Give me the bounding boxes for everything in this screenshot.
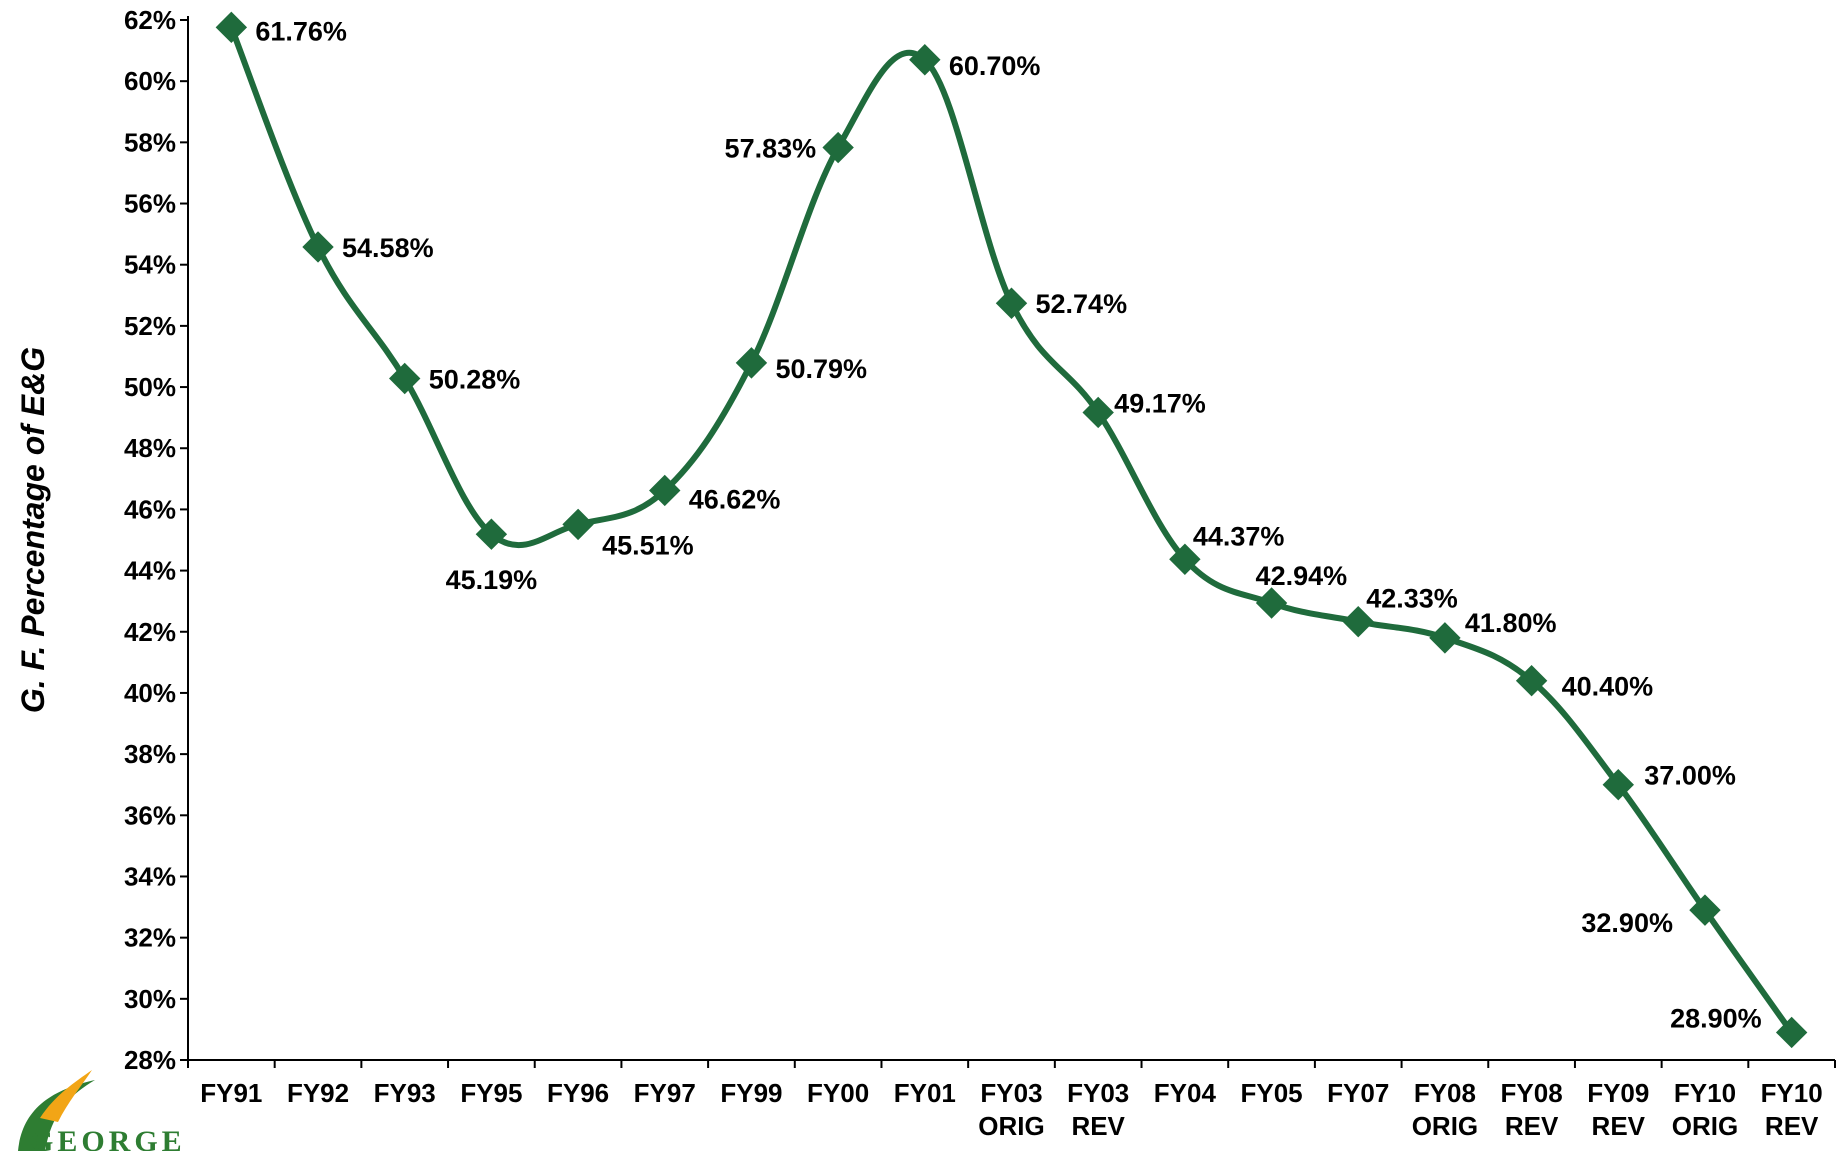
y-tick-label: 56%: [124, 189, 176, 219]
x-tick-label: FY09 REV: [1587, 1078, 1649, 1141]
x-tick-label: FY10 ORIG: [1672, 1078, 1738, 1141]
data-label: 50.79%: [775, 354, 867, 384]
x-tick-label: FY95: [460, 1078, 522, 1108]
y-tick-label: 40%: [124, 678, 176, 708]
y-axis: 28% 30% 32% 34% 36% 38% 40% 42% 44% 46% 48% 50% 52% 5…: [124, 5, 189, 1075]
data-markers: [215, 11, 1808, 1049]
data-label: 50.28%: [429, 364, 521, 394]
data-label: 41.80%: [1465, 608, 1557, 638]
data-point-marker: [389, 362, 421, 395]
data-point-marker: [1342, 605, 1374, 638]
x-tick-label: FY08 ORIG: [1412, 1078, 1478, 1141]
y-tick-label: 34%: [124, 861, 176, 891]
data-label: 54.58%: [342, 233, 434, 263]
data-label: 28.90%: [1670, 1003, 1762, 1033]
data-label: 40.40%: [1562, 672, 1654, 702]
y-tick-label: 46%: [124, 494, 176, 524]
data-label: 42.33%: [1366, 584, 1458, 614]
data-point-marker: [1429, 622, 1461, 654]
y-tick-label: 32%: [124, 923, 176, 953]
data-label: 44.37%: [1193, 521, 1285, 551]
y-tick-label: 60%: [124, 66, 176, 96]
data-point-marker: [1689, 894, 1721, 926]
y-tick-label: 44%: [124, 556, 176, 586]
y-tick-label: 48%: [124, 433, 176, 463]
x-tick-label: FY10 REV: [1761, 1078, 1823, 1141]
y-tick-label: 42%: [124, 617, 176, 647]
data-labels: 61.76% 54.58% 50.28% 45.19% 45.51% 46.62% 50.7…: [255, 16, 1761, 1033]
y-tick-label: 58%: [124, 127, 176, 157]
data-label: 42.94%: [1256, 561, 1348, 591]
data-point-marker: [1515, 664, 1548, 697]
x-tick-label: FY03 ORIG: [978, 1078, 1044, 1141]
x-tick-label: FY96: [547, 1078, 609, 1108]
data-point-marker: [1775, 1016, 1808, 1049]
x-tick-label: FY99: [720, 1078, 782, 1108]
data-point-marker: [1602, 768, 1634, 801]
logo-swoosh-orange: [40, 1070, 92, 1122]
y-tick-label: 38%: [124, 739, 176, 769]
y-tick-label: 54%: [124, 250, 176, 280]
data-point-marker: [649, 474, 681, 507]
data-label: 60.70%: [949, 51, 1041, 81]
data-label: 45.51%: [602, 530, 694, 560]
x-tick-label: FY05: [1240, 1078, 1302, 1108]
x-tick-label: FY03 REV: [1067, 1078, 1129, 1141]
data-label: 37.00%: [1644, 761, 1736, 791]
x-axis: FY91 FY92 FY93 FY95 FY96 FY97 FY99 FY00 FY01 FY03…: [187, 1059, 1836, 1141]
x-tick-label: FY08 REV: [1501, 1078, 1563, 1141]
x-tick-label: FY97: [634, 1078, 696, 1108]
logo-text: GEORGE: [30, 1125, 186, 1151]
x-tick-label: FY93: [374, 1078, 436, 1108]
data-point-marker: [562, 508, 594, 541]
data-point-marker: [909, 44, 941, 76]
data-point-marker: [302, 231, 334, 263]
data-label: 32.90%: [1581, 908, 1673, 938]
x-tick-label: FY91: [200, 1078, 262, 1108]
data-label: 49.17%: [1114, 388, 1206, 418]
data-label: 46.62%: [689, 484, 781, 514]
data-point-marker: [475, 518, 508, 550]
y-tick-label: 28%: [124, 1045, 176, 1075]
x-tick-label: FY92: [287, 1078, 349, 1108]
george-logo: GEORGE: [18, 1070, 186, 1151]
series-line: [228, 24, 1795, 1036]
x-tick-label: FY01: [894, 1078, 956, 1108]
data-point-marker: [1169, 543, 1201, 575]
data-label: 45.19%: [446, 565, 538, 595]
x-tick-label: FY00: [807, 1078, 869, 1108]
x-tick-label: FY04: [1154, 1078, 1217, 1108]
y-tick-label: 36%: [124, 800, 176, 830]
data-point-marker: [1255, 587, 1288, 619]
y-tick-label: 62%: [124, 5, 176, 35]
data-label: 57.83%: [725, 134, 817, 164]
y-axis-label: G. F. Percentage of E&G: [15, 347, 51, 713]
data-point-marker: [215, 11, 248, 44]
data-point-marker: [1082, 396, 1114, 429]
data-label: 52.74%: [1036, 289, 1128, 319]
y-tick-label: 52%: [124, 311, 176, 341]
data-point-marker: [995, 287, 1028, 319]
data-point-marker: [735, 347, 768, 379]
data-point-marker: [822, 131, 854, 164]
x-tick-label: FY07: [1327, 1078, 1389, 1108]
y-tick-label: 50%: [124, 372, 176, 402]
data-label: 61.76%: [255, 16, 347, 46]
y-tick-label: 30%: [124, 984, 176, 1014]
